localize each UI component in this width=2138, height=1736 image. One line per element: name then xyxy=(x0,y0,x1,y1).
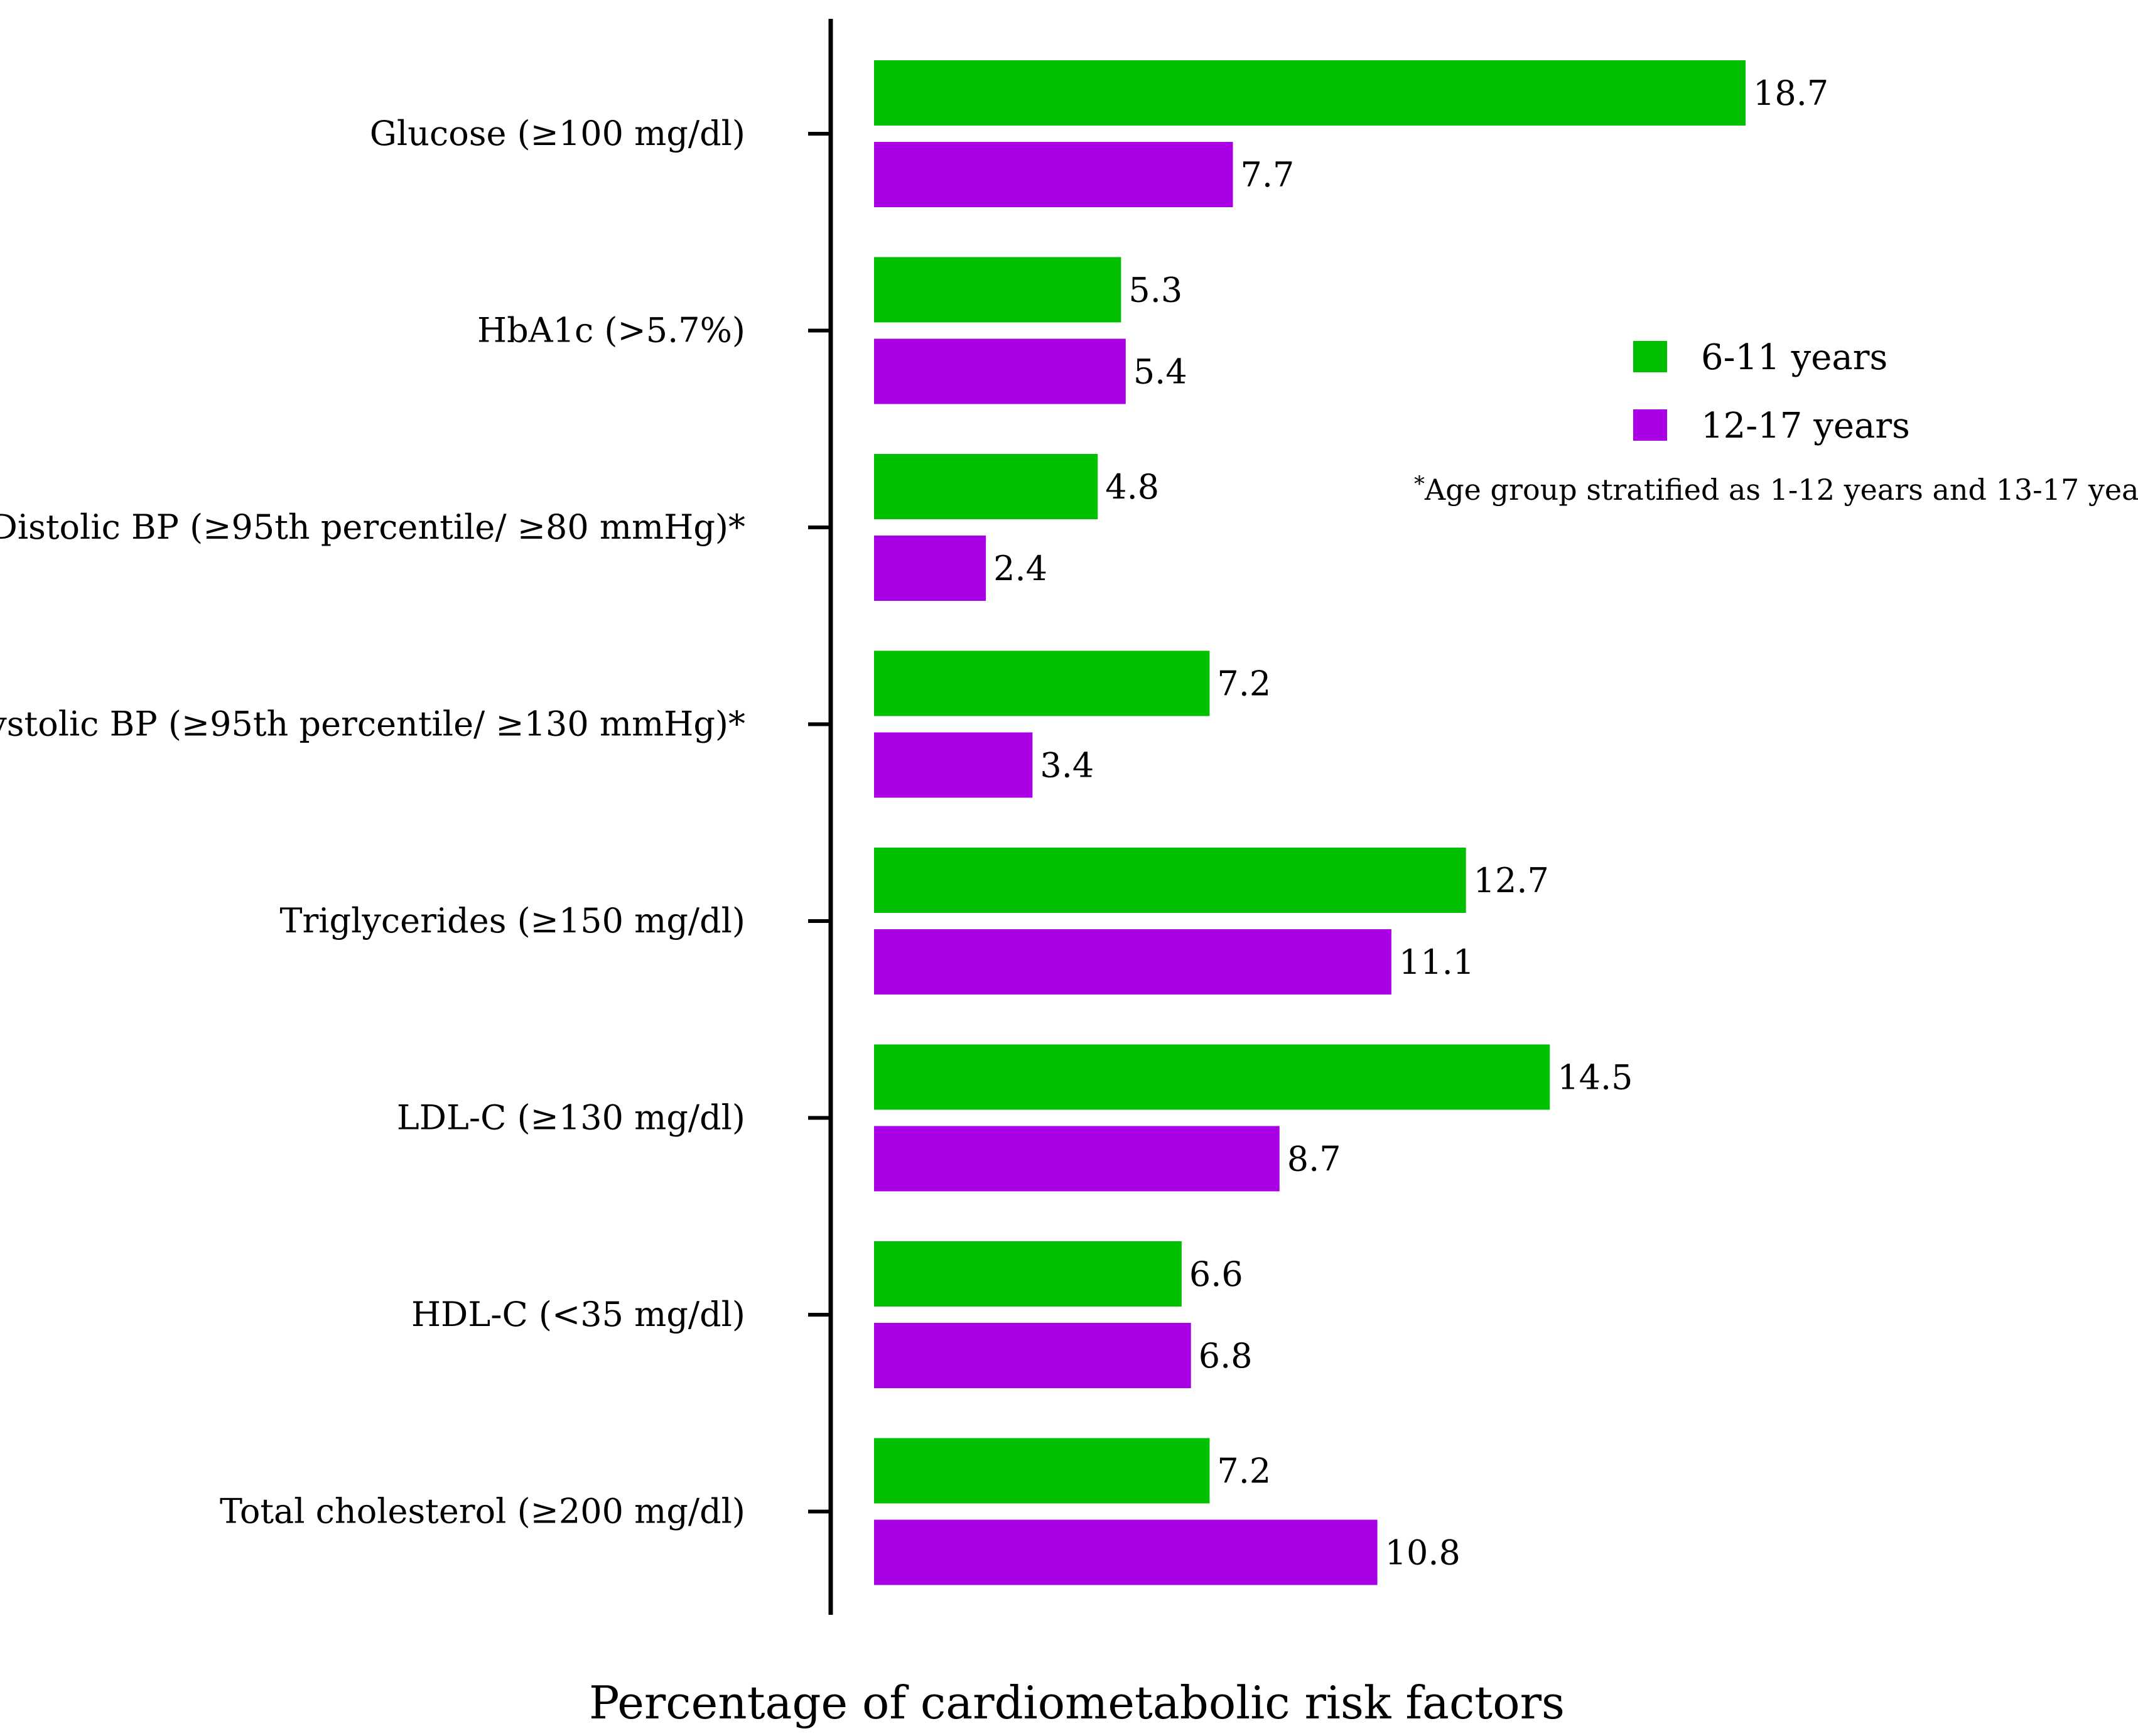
value-label-series-1: 14.5 xyxy=(1557,1058,1633,1097)
legend-label-series-1: 6-11 years xyxy=(1701,337,1887,378)
bar-series-2 xyxy=(874,536,986,601)
value-label-series-1: 7.2 xyxy=(1217,664,1271,704)
bar-series-1 xyxy=(874,1241,1182,1307)
category-labels: Glucose (≥100 mg/dl) HbA1c (>5.7%) Distoli… xyxy=(0,114,745,1531)
category-label: Total cholesterol (≥200 mg/dl) xyxy=(220,1492,745,1531)
bar-series-1 xyxy=(874,848,1466,913)
bar-series-2 xyxy=(874,338,1126,404)
value-label-series-2: 8.7 xyxy=(1287,1140,1341,1179)
bars xyxy=(874,60,1746,1585)
value-label-series-1: 5.3 xyxy=(1128,271,1182,310)
category-label: Glucose (≥100 mg/dl) xyxy=(370,114,745,153)
bar-series-2 xyxy=(874,142,1233,207)
category-label: HDL-C (<35 mg/dl) xyxy=(411,1295,745,1334)
bar-series-2 xyxy=(874,929,1391,995)
bar-series-1 xyxy=(874,257,1121,323)
category-label: LDL-C (≥130 mg/dl) xyxy=(397,1098,745,1138)
bar-series-2 xyxy=(874,1126,1280,1192)
bar-series-2 xyxy=(874,732,1033,798)
legend-swatch-series-1 xyxy=(1633,341,1667,372)
value-label-series-1: 12.7 xyxy=(1474,861,1549,900)
bar-series-1 xyxy=(874,650,1210,716)
bar-series-1 xyxy=(874,454,1098,519)
x-axis-title: Percentage of cardiometabolic risk facto… xyxy=(589,1676,1565,1729)
bar-series-2 xyxy=(874,1323,1191,1388)
category-label: HbA1c (>5.7%) xyxy=(477,311,745,350)
legend: 6-11 years 12-17 years xyxy=(1633,337,1910,446)
footnote-star: * xyxy=(1414,472,1425,497)
y-axis-ticks xyxy=(808,132,831,1514)
value-label-series-1: 4.8 xyxy=(1105,467,1159,507)
value-label-series-1: 7.2 xyxy=(1217,1452,1271,1491)
value-labels: 18.7 7.7 5.3 5.4 4.8 2.4 7.2 3.4 12.7 11.1 14.5 8.7… xyxy=(993,73,1828,1573)
value-label-series-2: 5.4 xyxy=(1133,352,1187,392)
value-label-series-2: 6.8 xyxy=(1199,1336,1253,1376)
value-label-series-2: 11.1 xyxy=(1399,942,1474,982)
footnote: *Age group stratified as 1-12 years and … xyxy=(1414,472,2138,507)
category-label: Distolic BP (≥95th percentile/ ≥80 mmHg)… xyxy=(0,507,745,547)
value-label-series-2: 10.8 xyxy=(1385,1533,1460,1573)
value-label-series-1: 18.7 xyxy=(1753,73,1828,113)
bar-series-2 xyxy=(874,1519,1378,1585)
legend-swatch-series-2 xyxy=(1633,409,1667,441)
bar-series-1 xyxy=(874,60,1746,126)
value-label-series-2: 7.7 xyxy=(1241,155,1295,195)
legend-label-series-2: 12-17 years xyxy=(1701,406,1910,446)
footnote-text: Age group stratified as 1-12 years and 1… xyxy=(1424,473,2138,507)
bar-series-1 xyxy=(874,1044,1550,1110)
value-label-series-2: 2.4 xyxy=(993,549,1047,588)
value-label-series-2: 3.4 xyxy=(1040,746,1094,785)
category-label: Triglycerides (≥150 mg/dl) xyxy=(279,901,745,941)
bar-series-1 xyxy=(874,1438,1210,1504)
value-label-series-1: 6.6 xyxy=(1189,1254,1243,1294)
category-label: Systolic BP (≥95th percentile/ ≥130 mmHg… xyxy=(0,704,745,744)
